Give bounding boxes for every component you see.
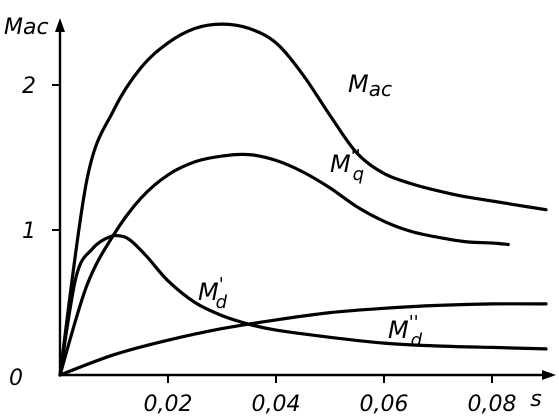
axes (52, 18, 556, 383)
md-double-prime-curve (58, 302, 548, 377)
mac-label: Mac (348, 70, 392, 101)
md-double-prime-label: M'' d (388, 312, 423, 351)
x-tick-label: 0,02 (144, 392, 193, 417)
x-tick-label: 0,04 (252, 392, 301, 417)
curves (58, 22, 548, 377)
x-tick-label: 0,06 (360, 392, 409, 417)
x-axis-arrow (542, 370, 556, 380)
y-tick-label: 1 (22, 219, 36, 244)
md-prime-label: M' d (198, 274, 228, 313)
y-axis-arrow (55, 18, 65, 32)
x-tick-label: 0,08 (468, 392, 517, 417)
labels: 0,02 0,04 0,06 0,08 1 2 0 s Mac Mac M'' q M' d M'' d (4, 15, 542, 417)
y-tick-label: 2 (22, 74, 36, 99)
md-prime-curve (58, 233, 548, 377)
mac-curve (58, 22, 548, 377)
y-axis-label: Mac (4, 15, 49, 40)
x-axis-label: s (530, 387, 541, 412)
origin-label: 0 (9, 366, 23, 391)
mq-double-prime-curve (58, 152, 510, 377)
mq-double-prime-label: M'' q (330, 146, 364, 185)
